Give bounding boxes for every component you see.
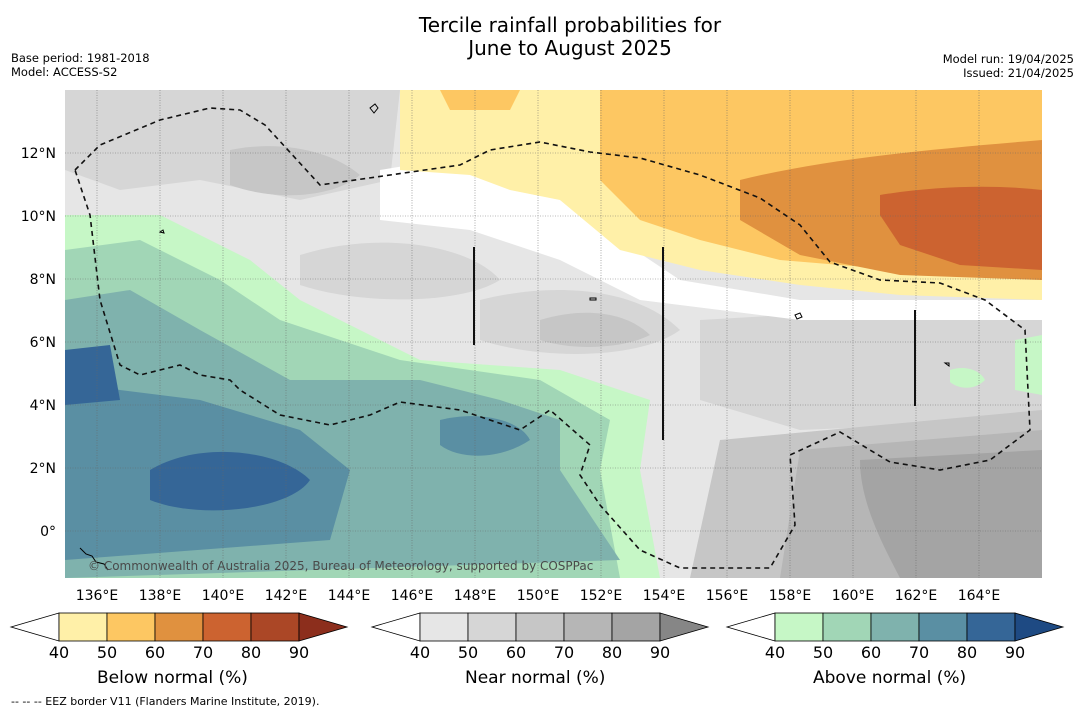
cbar-tick: 50	[457, 643, 479, 662]
cbar-extend-low	[9, 612, 60, 642]
lon-label: 142°E	[265, 588, 308, 604]
cbar-segment	[774, 612, 824, 642]
lon-label: 148°E	[454, 588, 497, 604]
graticule	[65, 90, 1042, 578]
cbar-tick: 70	[908, 643, 930, 662]
lat-label: 2°N	[30, 461, 56, 477]
cbar-segment	[563, 612, 613, 642]
issued-date: Issued: 21/04/2025	[963, 66, 1074, 80]
lon-label: 156°E	[706, 588, 749, 604]
cbar-tick: 60	[505, 643, 527, 662]
model-info: Base period: 1981-2018 Model: ACCESS-S2	[11, 51, 150, 79]
cbar-segment	[918, 612, 968, 642]
lon-label: 140°E	[202, 588, 245, 604]
lon-label: 150°E	[517, 588, 560, 604]
cbar-segment	[106, 612, 156, 642]
cbar-tick: 50	[812, 643, 834, 662]
cbar-tick: 40	[764, 643, 786, 662]
cbar-tick: 90	[1004, 643, 1026, 662]
copyright-text: © Commonwealth of Australia 2025, Bureau…	[88, 559, 593, 573]
model-run-date: Model run: 19/04/2025	[942, 52, 1074, 66]
cbar-title: Near normal (%)	[465, 668, 606, 688]
cbar-tick: 50	[96, 643, 118, 662]
lon-label: 146°E	[391, 588, 434, 604]
lat-label: 12°N	[21, 146, 56, 162]
eez-footnote: -- -- -- EEZ border V11 (Flanders Marine…	[11, 695, 320, 708]
cbar-tick: 90	[649, 643, 671, 662]
eez-border	[74, 107, 1031, 569]
cbar-extend-low	[725, 612, 776, 642]
lat-label: 4°N	[30, 398, 56, 414]
cbar-tick: 70	[553, 643, 575, 662]
cbar-extend-high	[298, 612, 349, 642]
cbar-segment	[154, 612, 204, 642]
cbar-segment	[870, 612, 920, 642]
run-info: Model run: 19/04/2025 Issued: 21/04/2025	[943, 52, 1074, 80]
cbar-segment	[202, 612, 252, 642]
cbar-tick: 60	[860, 643, 882, 662]
longitude-labels: 136°E 138°E 140°E 142°E 144°E 146°E 148°…	[76, 588, 1001, 604]
cbar-extend-high	[659, 612, 710, 642]
lon-label: 160°E	[832, 588, 875, 604]
cbar-extend-high	[1014, 612, 1065, 642]
lat-label: 0°	[40, 524, 56, 540]
cbar-tick: 80	[601, 643, 623, 662]
cbar-segment	[419, 612, 469, 642]
cbar-tick: 80	[240, 643, 262, 662]
lon-label: 154°E	[643, 588, 686, 604]
cbar-tick: 70	[192, 643, 214, 662]
cbar-segment	[966, 612, 1016, 642]
lat-label: 8°N	[30, 272, 56, 288]
lon-label: 158°E	[769, 588, 812, 604]
lon-label: 164°E	[958, 588, 1001, 604]
model-name: Model: ACCESS-S2	[11, 65, 118, 79]
cbar-segment	[515, 612, 565, 642]
cbar-segment	[58, 612, 108, 642]
title-line-1: Tercile rainfall probabilities for	[418, 13, 722, 37]
cbar-tick: 80	[956, 643, 978, 662]
colorbars	[9, 612, 1065, 642]
cbar-segment	[611, 612, 661, 642]
cbar-title: Above normal (%)	[813, 668, 967, 688]
cbar-extend-low	[370, 612, 421, 642]
lat-label: 10°N	[21, 209, 56, 225]
lon-label: 152°E	[580, 588, 623, 604]
islands	[79, 103, 950, 571]
lon-label: 136°E	[76, 588, 119, 604]
cbar-tick: 40	[409, 643, 431, 662]
cbar-tick: 90	[288, 643, 310, 662]
map-title: Tercile rainfall probabilities for June …	[0, 14, 1085, 60]
cbar-segment	[467, 612, 517, 642]
cbar-segment	[250, 612, 300, 642]
lon-label: 162°E	[895, 588, 938, 604]
cbar-tick: 60	[144, 643, 166, 662]
lon-label: 138°E	[139, 588, 182, 604]
probability-fill	[65, 90, 1042, 578]
lon-label: 144°E	[328, 588, 371, 604]
base-period: Base period: 1981-2018	[11, 51, 150, 65]
title-line-2: June to August 2025	[468, 36, 672, 60]
latitude-labels: 12°N 10°N 8°N 6°N 4°N 2°N 0°	[21, 146, 56, 540]
cbar-tick: 40	[48, 643, 70, 662]
lat-label: 6°N	[30, 335, 56, 351]
cbar-title: Below normal (%)	[97, 668, 248, 688]
cbar-segment	[822, 612, 872, 642]
